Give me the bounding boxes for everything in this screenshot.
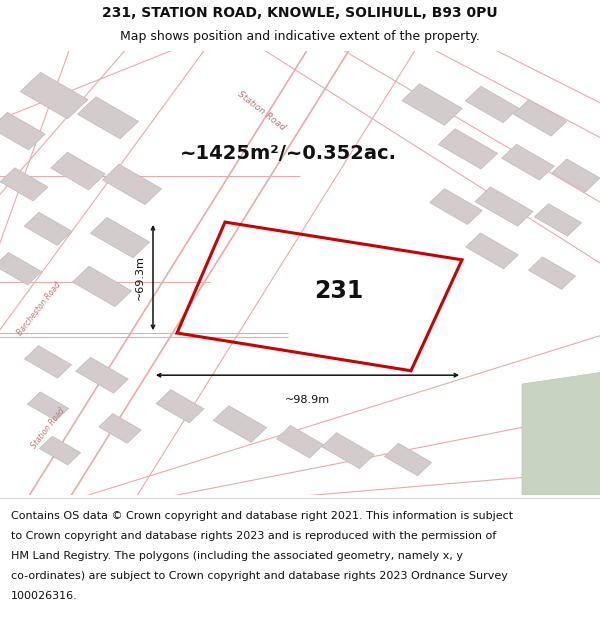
Polygon shape [277,426,323,458]
Text: HM Land Registry. The polygons (including the associated geometry, namely x, y: HM Land Registry. The polygons (includin… [11,551,463,561]
Polygon shape [522,371,600,495]
Polygon shape [552,159,600,192]
Text: Map shows position and indicative extent of the property.: Map shows position and indicative extent… [120,31,480,43]
Text: Station Road: Station Road [235,90,287,132]
Polygon shape [535,204,581,236]
Text: Barcheston Road: Barcheston Road [16,280,62,337]
Text: Contains OS data © Crown copyright and database right 2021. This information is : Contains OS data © Crown copyright and d… [11,511,513,521]
Polygon shape [73,266,131,307]
Text: 231: 231 [314,279,364,303]
Polygon shape [0,253,41,285]
Text: ~69.3m: ~69.3m [135,255,145,300]
Polygon shape [322,432,374,469]
Polygon shape [475,187,533,226]
Polygon shape [91,217,149,258]
Polygon shape [466,233,518,269]
Polygon shape [466,86,518,123]
Polygon shape [103,164,161,204]
Polygon shape [40,436,80,465]
Text: to Crown copyright and database rights 2023 and is reproduced with the permissio: to Crown copyright and database rights 2… [11,531,496,541]
Polygon shape [514,99,566,136]
Polygon shape [156,390,204,422]
Polygon shape [0,112,45,150]
Polygon shape [430,189,482,224]
Polygon shape [99,414,141,443]
Polygon shape [20,72,88,119]
Polygon shape [529,257,575,289]
Polygon shape [439,129,497,169]
Polygon shape [502,144,554,180]
Polygon shape [28,392,68,421]
Text: 100026316.: 100026316. [11,591,77,601]
Text: co-ordinates) are subject to Crown copyright and database rights 2023 Ordnance S: co-ordinates) are subject to Crown copyr… [11,571,508,581]
Text: ~98.9m: ~98.9m [285,394,330,404]
Text: Station Road: Station Road [29,406,67,451]
Text: ~1425m²/~0.352ac.: ~1425m²/~0.352ac. [179,144,397,162]
Polygon shape [402,84,462,125]
Polygon shape [24,213,72,245]
Polygon shape [76,357,128,393]
Polygon shape [214,406,266,442]
Polygon shape [51,152,105,190]
Polygon shape [385,443,431,476]
Polygon shape [77,97,139,139]
Polygon shape [0,168,48,201]
Polygon shape [25,346,71,378]
Text: 231, STATION ROAD, KNOWLE, SOLIHULL, B93 0PU: 231, STATION ROAD, KNOWLE, SOLIHULL, B93… [102,6,498,20]
